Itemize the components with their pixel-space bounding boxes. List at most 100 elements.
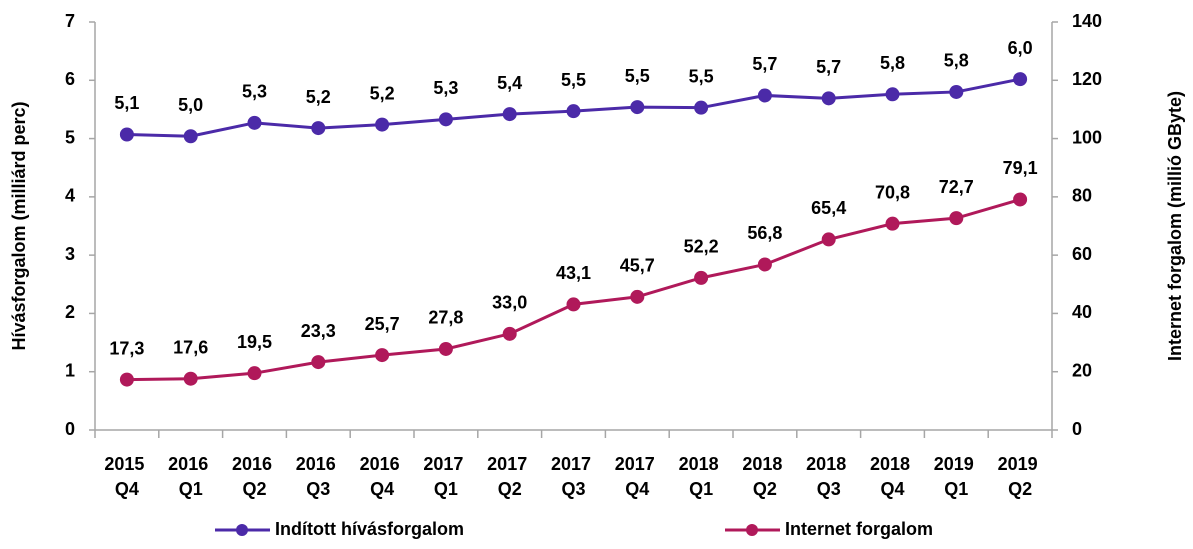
- point: [566, 104, 581, 119]
- y2-tick-label: 60: [1072, 244, 1092, 264]
- x-tick-label-line: 2016: [360, 454, 405, 474]
- x-tick-label-line: Q2: [1008, 479, 1032, 499]
- y-axis-title: Hívásforgalom (milliárd perc): [9, 101, 29, 350]
- x-tick-label-line: 2017: [551, 454, 596, 474]
- point: [885, 87, 900, 102]
- point: [375, 117, 390, 132]
- legend-marker: [236, 524, 248, 536]
- x-tick-label-line: Q3: [306, 479, 330, 499]
- data-label: 5,2: [306, 87, 331, 107]
- point: [311, 121, 326, 136]
- data-label: 65,4: [811, 198, 846, 218]
- y-tick-label: 3: [65, 244, 75, 264]
- x-tick-label-line: 2018: [742, 454, 787, 474]
- data-label: 17,6: [173, 337, 208, 357]
- x-tick-label-line: Q4: [115, 479, 139, 499]
- y-tick-label: 7: [65, 11, 75, 31]
- x-tick-label: 2016 Q3: [296, 454, 341, 499]
- x-tick-label: 2017 Q2: [487, 454, 532, 499]
- x-tick-label-line: Q4: [625, 479, 649, 499]
- x-tick-label-line: 2019: [934, 454, 979, 474]
- x-tick-label-line: Q1: [179, 479, 203, 499]
- x-tick-label: 2015 Q4: [104, 454, 149, 499]
- point: [119, 372, 134, 387]
- y2-tick-label: 120: [1072, 69, 1102, 89]
- x-tick-label-line: Q2: [242, 479, 266, 499]
- point: [757, 257, 772, 272]
- data-label: 56,8: [747, 223, 782, 243]
- x-tick-label: 2017 Q1: [423, 454, 468, 499]
- legend-marker: [746, 524, 758, 536]
- data-label: 45,7: [620, 256, 655, 276]
- legend-label: Indított hívásforgalom: [275, 519, 464, 539]
- point: [949, 84, 964, 99]
- y2-tick-label: 0: [1072, 419, 1082, 439]
- y-tick-label: 6: [65, 69, 75, 89]
- data-label: 5,0: [178, 95, 203, 115]
- x-tick-label-line: 2016: [296, 454, 341, 474]
- x-tick-label-line: Q4: [370, 479, 394, 499]
- x-tick-label: 2018 Q1: [679, 454, 724, 499]
- x-tick-label-line: 2015: [104, 454, 149, 474]
- data-label: 5,5: [689, 66, 714, 86]
- data-label: 27,8: [428, 308, 463, 328]
- point: [502, 326, 517, 341]
- point: [247, 366, 262, 381]
- data-label: 70,8: [875, 182, 910, 202]
- y2-tick-label: 20: [1072, 360, 1092, 380]
- data-label: 25,7: [365, 314, 400, 334]
- y-tick-label: 1: [65, 360, 75, 380]
- y2-tick-label: 100: [1072, 127, 1102, 147]
- x-tick-label: 2016 Q2: [232, 454, 277, 499]
- data-label: 52,2: [684, 237, 719, 257]
- x-tick-label: 2019 Q2: [998, 454, 1043, 499]
- x-tick-label-line: Q1: [944, 479, 968, 499]
- data-label: 17,3: [109, 338, 144, 358]
- x-tick-label: 2017 Q4: [615, 454, 660, 499]
- data-label: 5,4: [497, 73, 522, 93]
- x-tick-label-line: Q2: [498, 479, 522, 499]
- data-label: 79,1: [1003, 158, 1038, 178]
- point: [502, 107, 517, 122]
- point: [821, 232, 836, 247]
- x-tick-label-line: Q3: [561, 479, 585, 499]
- legend-label: Internet forgalom: [785, 519, 933, 539]
- data-label: 23,3: [301, 321, 336, 341]
- data-label: 5,5: [561, 70, 586, 90]
- x-tick-label: 2016 Q1: [168, 454, 213, 499]
- point: [694, 100, 709, 115]
- data-label: 5,7: [816, 57, 841, 77]
- data-label: 5,7: [752, 54, 777, 74]
- x-tick-label-line: Q2: [753, 479, 777, 499]
- x-tick-label-line: 2016: [232, 454, 277, 474]
- y2-tick-label: 140: [1072, 11, 1102, 31]
- data-label: 5,3: [433, 78, 458, 98]
- point: [757, 88, 772, 103]
- point: [183, 371, 198, 386]
- x-tick-label-line: 2016: [168, 454, 213, 474]
- data-label: 72,7: [939, 177, 974, 197]
- point: [375, 348, 390, 363]
- point: [1013, 72, 1028, 87]
- data-label: 5,2: [370, 83, 395, 103]
- point: [438, 341, 453, 356]
- y2-tick-label: 80: [1072, 186, 1092, 206]
- x-tick-label-line: 2017: [615, 454, 660, 474]
- x-tick-label-line: 2018: [806, 454, 851, 474]
- point: [183, 129, 198, 144]
- x-tick-label-line: Q1: [434, 479, 458, 499]
- data-label: 33,0: [492, 293, 527, 313]
- point: [247, 115, 262, 130]
- point: [630, 289, 645, 304]
- x-tick-label: 2018 Q3: [806, 454, 851, 499]
- point: [311, 355, 326, 370]
- x-tick-label-line: Q1: [689, 479, 713, 499]
- x-tick-label: 2016 Q4: [360, 454, 405, 499]
- y-tick-label: 4: [65, 186, 75, 206]
- y2-axis-title: Internet forgalom (millió GByte): [1165, 91, 1185, 361]
- point: [566, 297, 581, 312]
- x-tick-label-line: 2019: [998, 454, 1043, 474]
- data-label: 5,1: [114, 93, 139, 113]
- x-tick-label: 2017 Q3: [551, 454, 596, 499]
